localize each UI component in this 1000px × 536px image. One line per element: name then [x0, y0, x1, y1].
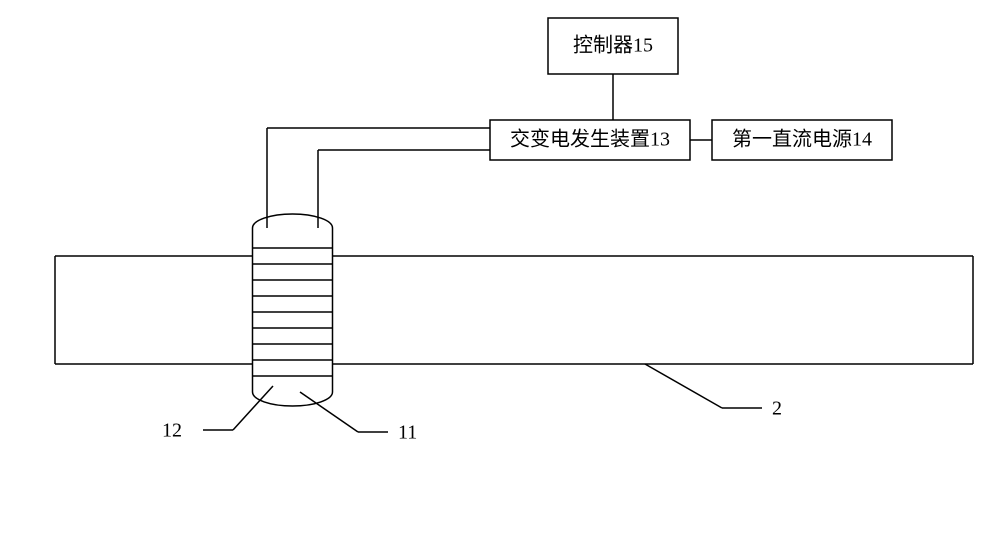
callout-c12-label: 12 — [162, 420, 182, 442]
callout-c11-label: 11 — [398, 422, 417, 444]
controller-label: 控制器15 — [573, 34, 653, 57]
canvas-bg — [0, 0, 1000, 536]
dcpower-label: 第一直流电源14 — [732, 128, 872, 151]
callout-c2-label: 2 — [772, 398, 782, 420]
generator-label: 交变电发生装置13 — [510, 128, 670, 151]
